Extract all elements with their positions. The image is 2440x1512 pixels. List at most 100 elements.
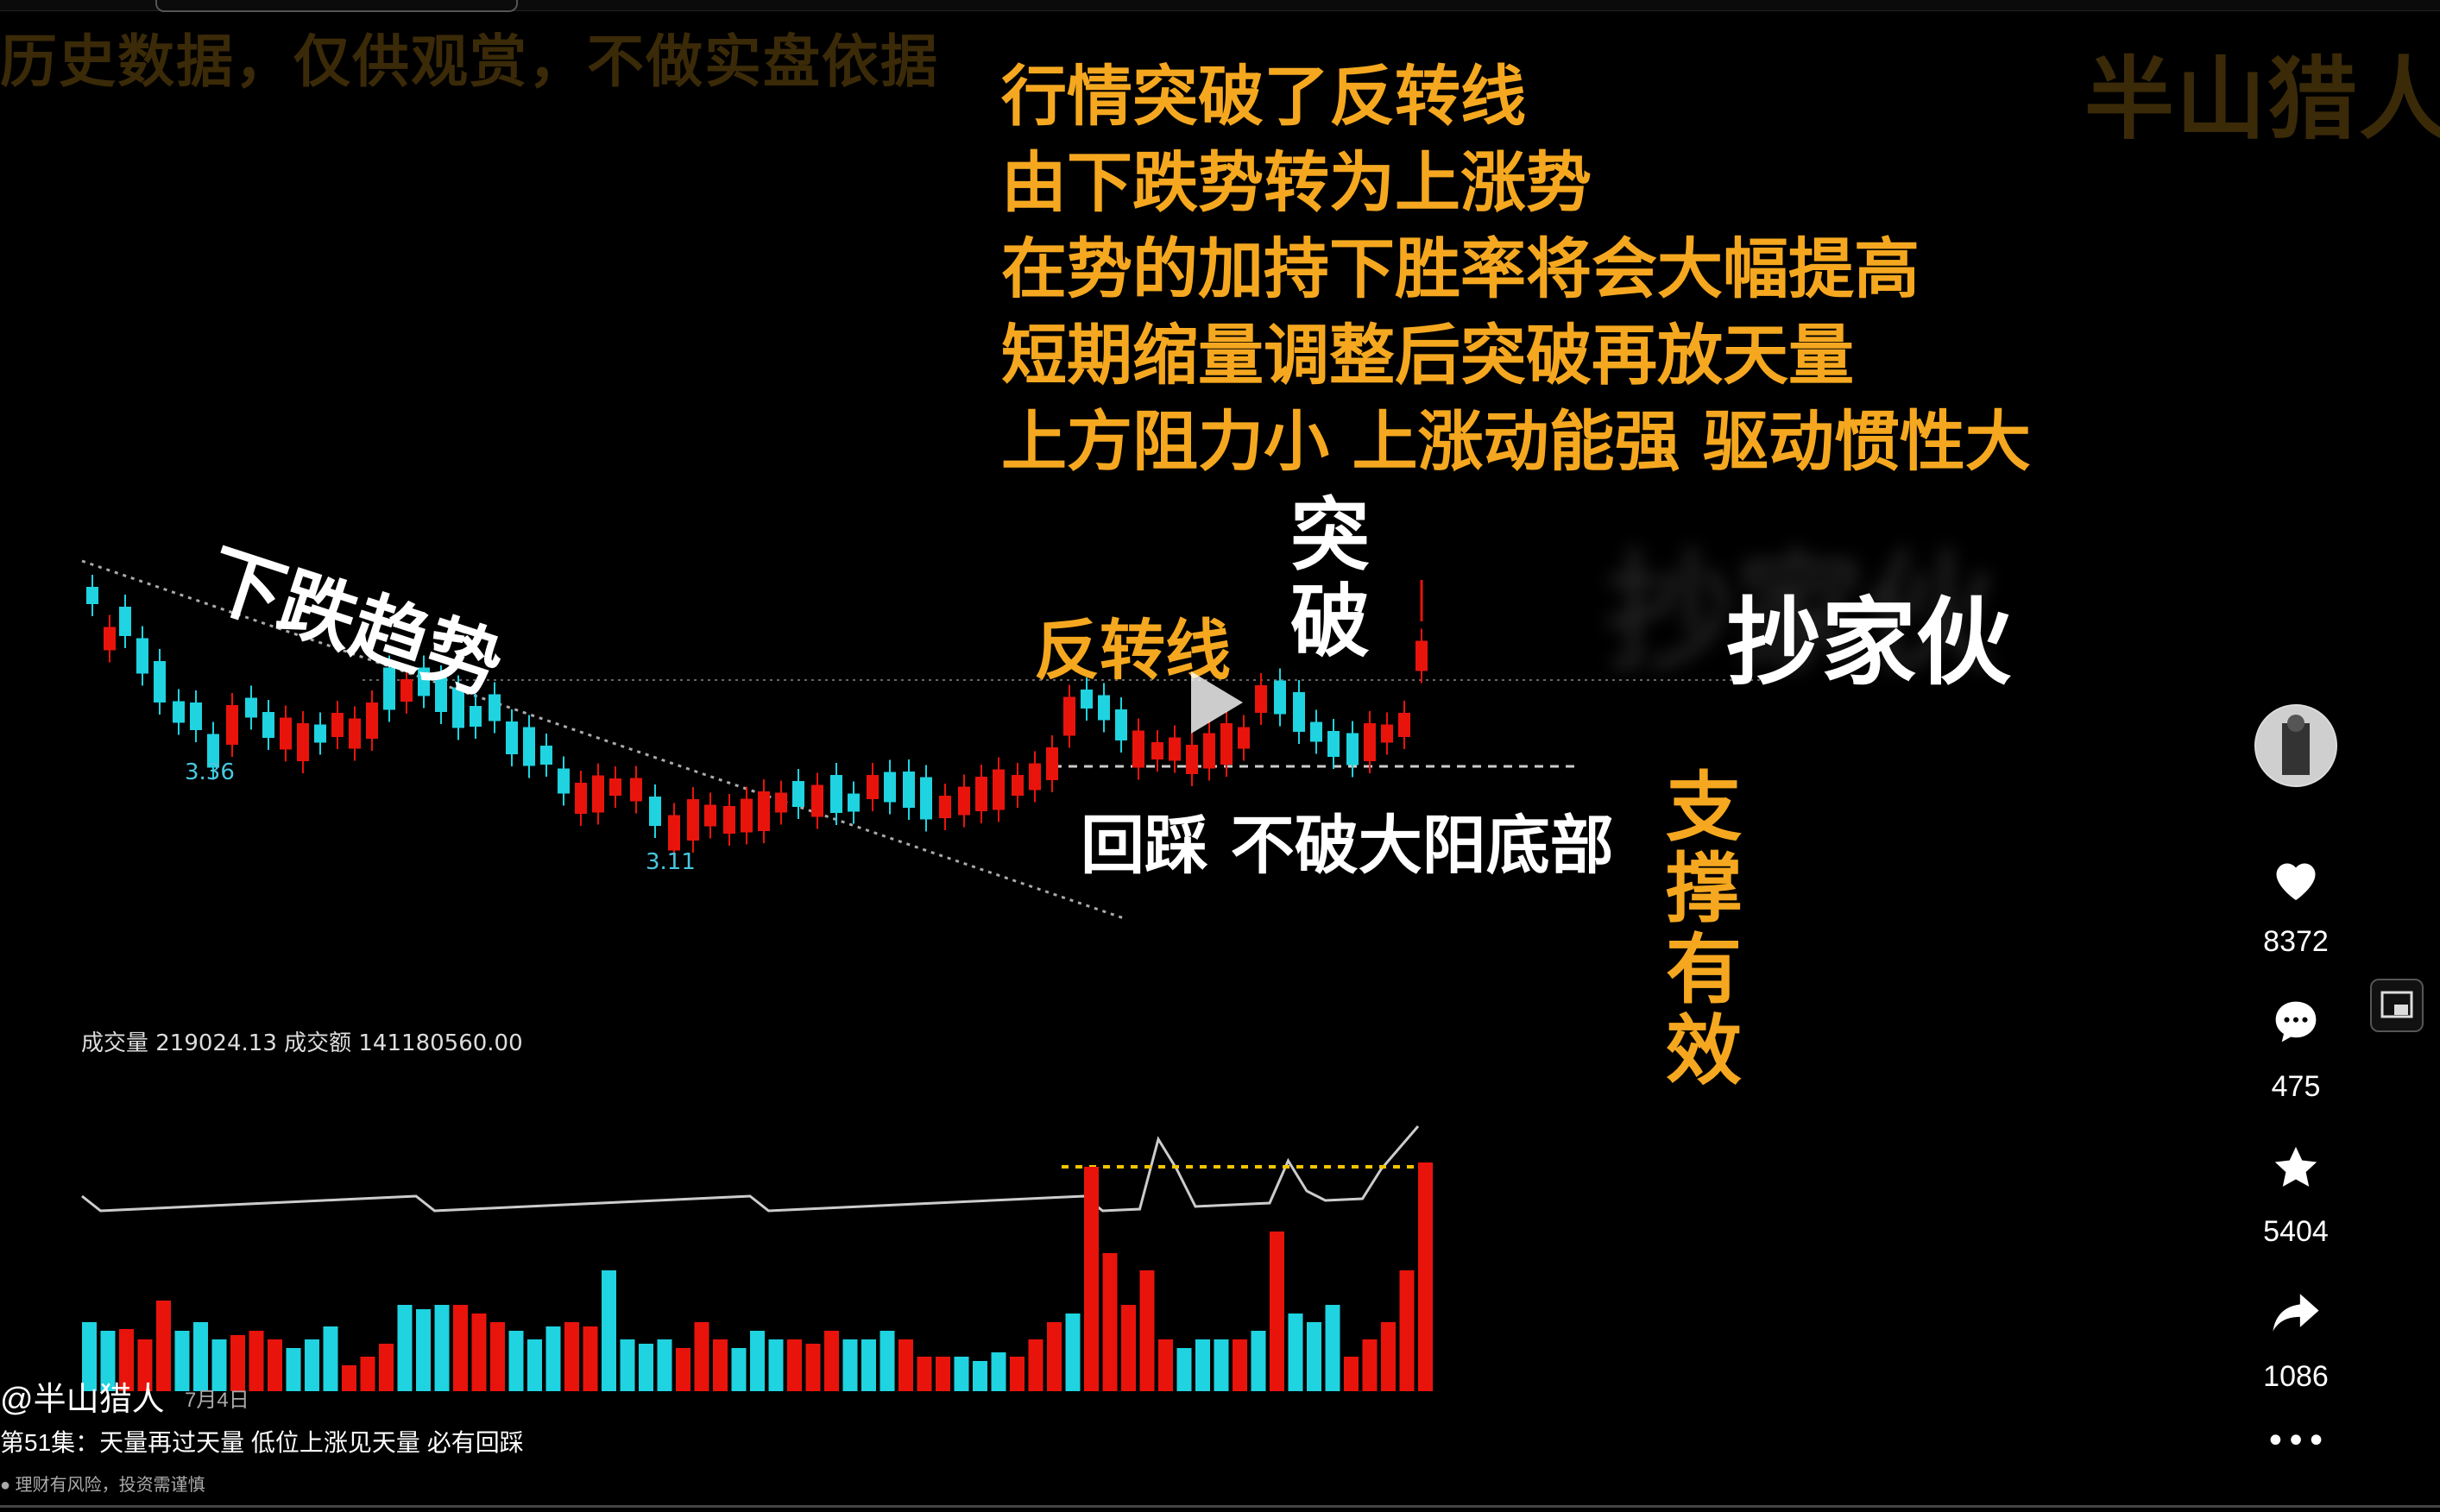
volume-bar [861,1339,876,1391]
candle-body [1346,733,1359,765]
volume-bar [602,1270,616,1391]
candle-body [1063,696,1075,736]
volume-bar [1399,1270,1415,1391]
downtrend-line [81,559,1127,921]
candle-body [1169,737,1181,761]
candle-body [630,778,642,802]
comment-button[interactable] [2253,998,2339,1049]
volume-bar [1065,1314,1081,1391]
volume-bar [1158,1339,1173,1391]
volume-bar [1195,1339,1210,1391]
candle-body [975,777,987,811]
share-button[interactable] [2253,1289,2339,1339]
play-icon[interactable] [1191,671,1243,734]
candle-body [920,777,932,820]
volume-bar [119,1329,134,1391]
candle-body [884,772,896,803]
volume-average-line [81,1125,1420,1213]
breakout-label: 突破 [1290,488,1371,668]
candle-body [349,718,361,749]
volume-bar [787,1339,802,1391]
candle-body [1274,680,1286,715]
volume-bar [508,1331,524,1391]
volume-bar [1307,1322,1321,1391]
overlay-text: 抄家伙 [1726,587,2011,698]
more-icon: ••• [2265,1421,2327,1461]
volume-bar [379,1344,394,1391]
post-title: 第51集：天量再过天量 低位上涨见天量 必有回踩 [0,1429,524,1456]
author-name[interactable]: @半山猎人 [0,1382,165,1418]
candle-body [280,717,292,750]
candle-body [609,778,621,796]
candle-body [1098,695,1110,721]
comment-icon [2275,1001,2317,1043]
volume-bar [100,1331,116,1391]
volume-bar [416,1309,431,1391]
candle-body [1364,723,1376,761]
volume-bar [583,1326,598,1391]
volume-bar [936,1357,950,1391]
volume-bar [1270,1232,1284,1391]
favorite-button[interactable] [2253,1143,2339,1196]
candle-body [489,694,501,721]
candle-body [704,804,716,827]
like-button[interactable] [2253,854,2339,906]
candle-body [1132,730,1144,768]
post-date: 7月4日 [185,1389,249,1412]
star-icon [2274,1146,2317,1187]
volume-bar [768,1339,784,1391]
candle-body [1029,763,1041,791]
candle-body [1415,640,1428,671]
candle-body [314,724,326,743]
pip-icon[interactable] [2370,979,2424,1032]
volume-bar [545,1326,561,1391]
volume-bar [527,1339,542,1391]
volume-bar [397,1305,413,1391]
candle-body [741,798,753,833]
search-box[interactable] [155,0,518,12]
volume-bar [1084,1167,1099,1391]
volume-bar [193,1322,208,1391]
candle-body [592,775,604,813]
candle-body [435,677,447,712]
volume-bar [323,1326,338,1391]
volume-bar [954,1357,969,1391]
more-button[interactable]: ••• [2253,1424,2339,1458]
candle-body [1012,775,1024,796]
share-icon [2273,1294,2319,1332]
candle-body [1327,731,1340,757]
volume-bar [620,1339,635,1391]
caption-line-2: 由下跌势转为上涨势 [1001,144,1592,221]
candle-body [523,727,535,766]
candle-body [649,797,661,826]
candle-body [366,702,378,739]
avatar[interactable] [2254,704,2337,787]
overlay-blur-text: 抄家伙 [1605,538,1995,690]
volume-bar [1102,1253,1118,1391]
candle-body [400,679,413,702]
volume-bar [1344,1357,1359,1391]
volume-bar [750,1331,765,1391]
volume-bar [360,1357,375,1391]
volume-bar [1139,1270,1155,1391]
candle-body [993,769,1005,810]
candle-body [136,638,148,674]
volume-bar [880,1331,895,1391]
candle-body [86,587,98,604]
candle-body [939,796,951,818]
volume-bar [1233,1339,1247,1391]
candle-body [1186,745,1198,774]
progress-bar[interactable] [0,1505,2440,1508]
caption-line-5: 上方阻力小 上涨动能强 驱动惯性大 [1001,403,2031,480]
volume-bar [1362,1339,1378,1391]
volume-bar [137,1339,153,1391]
candle-body [792,781,804,807]
candle-body [331,713,344,737]
candle-body [1381,724,1393,743]
candle-body [1293,692,1305,732]
volume-bar [973,1361,987,1391]
candle-body [558,768,570,794]
candle-body [173,701,185,723]
volume-bar [1381,1322,1396,1391]
